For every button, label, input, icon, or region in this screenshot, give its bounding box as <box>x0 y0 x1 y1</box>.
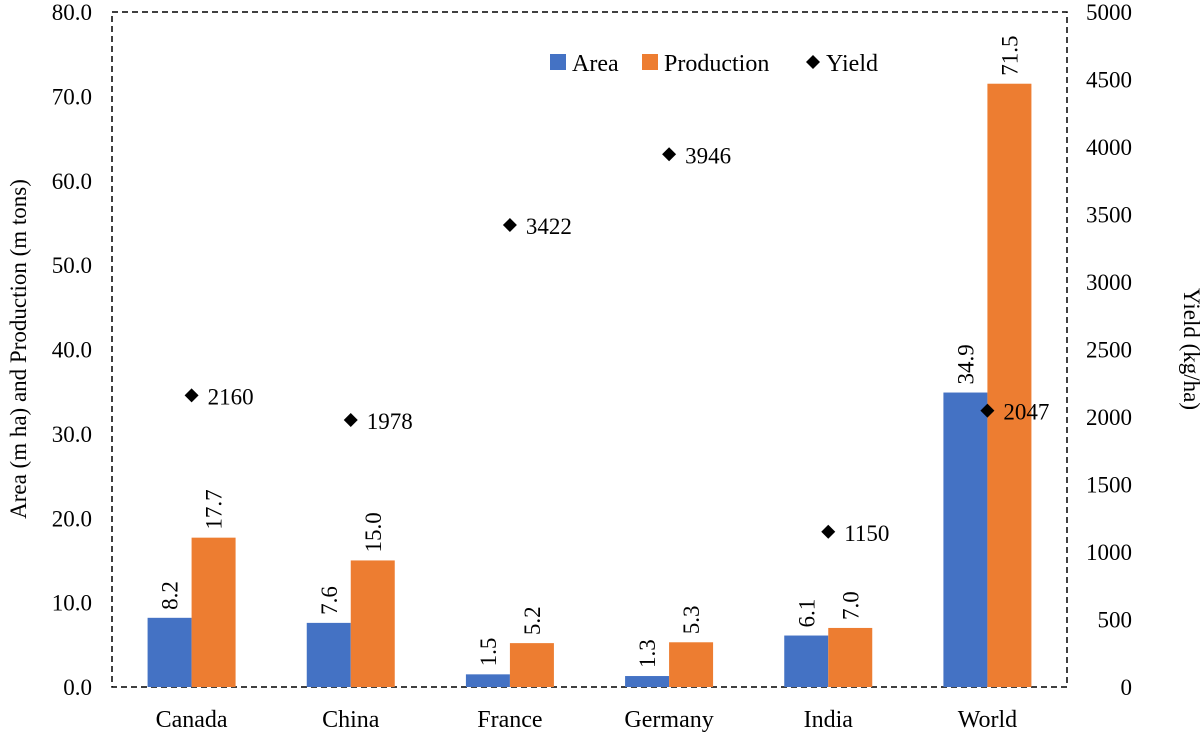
category-label: China <box>322 707 380 733</box>
production-value-label: 7.0 <box>838 591 863 620</box>
legend-swatch-area <box>550 54 566 70</box>
legend: Area Production Yield <box>550 51 878 77</box>
legend-diamond-icon <box>806 55 820 69</box>
area-value-label: 6.1 <box>794 599 819 628</box>
left-tick-label: 60.0 <box>52 169 92 194</box>
left-tick-label: 0.0 <box>63 675 92 700</box>
yield-marker <box>980 403 995 418</box>
left-axis-ticks: 0.0 10.0 20.0 30.0 40.0 50.0 60.0 70.0 80.0 <box>52 0 92 700</box>
right-tick-label: 0 <box>1121 675 1133 700</box>
area-value-label: 1.5 <box>476 638 501 667</box>
yield-marker <box>184 388 199 403</box>
left-tick-label: 20.0 <box>52 506 92 531</box>
yield-value-label: 3946 <box>685 143 731 168</box>
right-tick-label: 4000 <box>1086 135 1132 160</box>
right-tick-label: 5000 <box>1086 0 1132 25</box>
bars-layer <box>147 83 1032 687</box>
legend-label-production: Production <box>664 51 769 77</box>
plot-border <box>111 11 1068 688</box>
legend-label-area: Area <box>572 51 619 77</box>
bar-production <box>509 643 554 687</box>
bar-area <box>784 635 829 687</box>
left-tick-label: 50.0 <box>52 253 92 278</box>
bar-production <box>828 627 873 687</box>
area-value-label: 1.3 <box>635 639 660 668</box>
yield-marker <box>502 218 517 233</box>
production-value-label: 17.7 <box>202 489 227 529</box>
left-axis-title: Area (m ha) and Production (m tons) <box>6 179 31 519</box>
category-label: Germany <box>624 707 713 733</box>
left-tick-label: 10.0 <box>52 591 92 616</box>
bar-area <box>465 674 510 687</box>
yield-markers-layer: 2160 1978 3422 3946 1150 2047 <box>184 143 1049 546</box>
right-tick-label: 500 <box>1098 608 1133 633</box>
right-axis-title: Yield (kg/ha) <box>1179 288 1200 410</box>
right-axis-ticks: 0 500 1000 1500 2000 2500 3000 3500 4000 4500 5000 <box>1086 0 1132 700</box>
bar-area <box>306 622 351 687</box>
area-value-label: 7.6 <box>317 586 342 615</box>
legend-label-yield: Yield <box>826 51 878 77</box>
bar-area <box>943 392 988 687</box>
left-tick-label: 70.0 <box>52 84 92 109</box>
left-tick-label: 80.0 <box>52 0 92 25</box>
yield-value-label: 1150 <box>844 521 889 546</box>
yield-value-label: 2160 <box>208 384 254 409</box>
bar-labels-layer: 8.2 17.7 7.6 15.0 1.5 5.2 1.3 5.3 6.1 7.0 34.9 71.5 <box>158 35 1023 668</box>
category-label: World <box>958 707 1017 733</box>
bar-production <box>191 537 236 687</box>
right-tick-label: 2500 <box>1086 338 1132 363</box>
yield-marker <box>662 147 677 162</box>
yield-value-label: 1978 <box>367 409 413 434</box>
right-tick-label: 1500 <box>1086 473 1132 498</box>
category-label: Canada <box>156 707 228 733</box>
area-value-label: 34.9 <box>953 344 978 384</box>
bar-production <box>669 642 714 687</box>
bar-production <box>987 83 1032 687</box>
bar-area <box>625 676 670 687</box>
production-value-label: 71.5 <box>997 35 1022 75</box>
production-value-label: 15.0 <box>361 512 386 552</box>
category-label: France <box>477 707 542 733</box>
left-tick-label: 30.0 <box>52 422 92 447</box>
yield-value-label: 3422 <box>526 214 572 239</box>
right-tick-label: 2000 <box>1086 405 1132 430</box>
right-tick-label: 1000 <box>1086 540 1132 565</box>
category-labels: Canada China France Germany India World <box>156 707 1018 733</box>
legend-swatch-production <box>642 54 658 70</box>
production-value-label: 5.2 <box>520 606 545 635</box>
area-value-label: 8.2 <box>158 581 183 610</box>
bar-area <box>147 617 192 687</box>
right-tick-label: 3000 <box>1086 270 1132 295</box>
yield-marker <box>821 524 836 539</box>
bar-production <box>350 560 395 687</box>
category-label: India <box>804 707 854 733</box>
left-tick-label: 40.0 <box>52 338 92 363</box>
production-value-label: 5.3 <box>679 606 704 635</box>
yield-value-label: 2047 <box>1003 400 1049 425</box>
right-tick-label: 3500 <box>1086 203 1132 228</box>
yield-marker <box>343 412 358 427</box>
right-tick-label: 4500 <box>1086 68 1132 93</box>
